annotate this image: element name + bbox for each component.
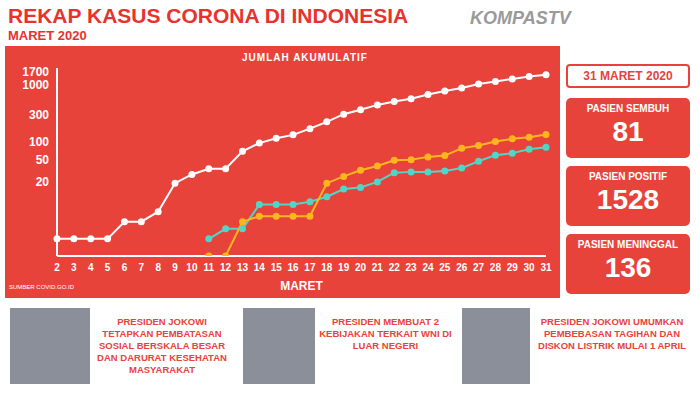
html-text:MARET 2020: MARET 2020 (8, 28, 87, 43)
html-text:31 MARET 2020: 31 MARET 2020 (583, 69, 673, 83)
svg-text:13: 13 (237, 262, 249, 273)
svg-text:31: 31 (540, 262, 552, 273)
html-text:JUMLAH AKUMULATIF: JUMLAH AKUMULATIF (242, 52, 368, 63)
svg-text:10: 10 (186, 262, 198, 273)
svg-text:1000: 1000 (22, 78, 49, 92)
svg-text:27: 27 (473, 262, 485, 273)
svg-text:3: 3 (71, 262, 77, 273)
svg-text:2: 2 (54, 262, 60, 273)
svg-text:21: 21 (372, 262, 384, 273)
html-text:PRESIDEN MEMBUAT 2 KEBIJAKAN T: PRESIDEN MEMBUAT 2 KEBIJAKAN TERKAIT WNI… (319, 316, 452, 351)
svg-text:MARET: MARET (280, 279, 323, 293)
html-text:PRESIDEN JOKOWI TETAPKAN PEMBA: PRESIDEN JOKOWI TETAPKAN PEMBATASAN SOSI… (97, 316, 227, 375)
svg-text:20: 20 (355, 262, 367, 273)
html-text:PASIEN MENINGGAL: PASIEN MENINGGAL (577, 239, 679, 250)
svg-text:100: 100 (29, 135, 49, 149)
svg-text:12: 12 (220, 262, 232, 273)
html-text:REKAP KASUS CORONA DI INDONESI: REKAP KASUS CORONA DI INDONESIA (8, 4, 409, 27)
svg-text:22: 22 (389, 262, 401, 273)
svg-text:24: 24 (422, 262, 434, 273)
svg-text:8: 8 (155, 262, 161, 273)
svg-text:50: 50 (36, 153, 50, 167)
svg-text:17: 17 (304, 262, 316, 273)
svg-text:4: 4 (88, 262, 94, 273)
svg-text:9: 9 (172, 262, 178, 273)
svg-text:16: 16 (288, 262, 300, 273)
svg-text:11: 11 (203, 262, 214, 273)
svg-text:26: 26 (456, 262, 468, 273)
html-text:PASIEN POSITIF: PASIEN POSITIF (588, 171, 668, 182)
svg-text:30: 30 (524, 262, 536, 273)
svg-text:20: 20 (36, 175, 50, 189)
svg-text:6: 6 (122, 262, 128, 273)
html-text:136: 136 (604, 252, 652, 283)
svg-text:14: 14 (254, 262, 266, 273)
svg-text:23: 23 (406, 262, 418, 273)
svg-text:300: 300 (29, 108, 49, 122)
svg-text:25: 25 (439, 262, 451, 273)
svg-text:29: 29 (507, 262, 519, 273)
svg-text:15: 15 (271, 262, 283, 273)
svg-text:19: 19 (338, 262, 350, 273)
html-text:SUMBER COVID.GO.ID: SUMBER COVID.GO.ID (9, 284, 74, 290)
svg-text:18: 18 (321, 262, 333, 273)
svg-text:28: 28 (490, 262, 502, 273)
html-text:KOMPASTV: KOMPASTV (470, 8, 571, 28)
html-text:PASIEN SEMBUH: PASIEN SEMBUH (586, 103, 670, 114)
svg-text:7: 7 (139, 262, 145, 273)
html-text:PRESIDEN JOKOWI UMUMKAN PEMBEB: PRESIDEN JOKOWI UMUMKAN PEMBEBASAN TAGIH… (538, 316, 686, 351)
html-text:81: 81 (612, 116, 644, 147)
svg-text:1700: 1700 (22, 65, 49, 79)
svg-text:5: 5 (105, 262, 111, 273)
html-text:1528: 1528 (596, 184, 660, 215)
